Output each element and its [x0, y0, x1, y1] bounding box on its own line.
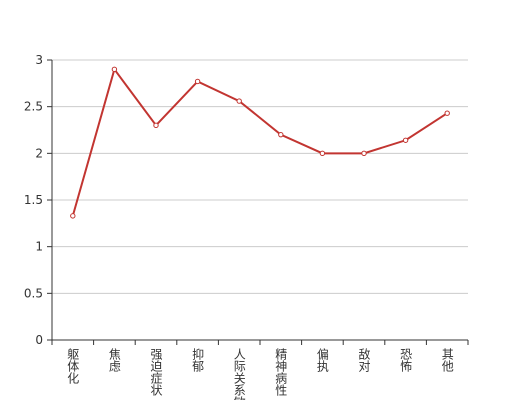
x-tick-label: 恐怖: [399, 348, 413, 372]
x-tick-label: 人际关系敏感: [232, 348, 246, 400]
y-tick-label: 3: [35, 53, 43, 67]
y-tick-label: 2: [35, 146, 43, 160]
y-tick-label: 2.5: [24, 100, 43, 114]
x-tick-label: 精神病性: [274, 348, 288, 397]
x-tick-label: 敌对: [357, 347, 371, 372]
point: [236, 98, 242, 104]
x-tick-label: 抑郁: [191, 347, 205, 373]
point: [278, 131, 284, 138]
x-tick-label: 强迫症状: [149, 348, 163, 396]
point: [361, 150, 367, 157]
y-tick-label: 0.5: [24, 286, 43, 300]
y-tick-label: 1: [35, 240, 43, 254]
x-tick-label: 其他: [440, 348, 454, 372]
point: [444, 110, 450, 116]
y-tick-label: 1.5: [24, 193, 43, 207]
point: [111, 66, 118, 73]
line: [71, 67, 448, 217]
point: [70, 213, 76, 219]
x-tick-label: 焦虑: [107, 348, 121, 372]
point: [194, 78, 201, 85]
x-tick-label: 偏执: [315, 347, 329, 373]
y-tick-label: 0: [35, 333, 43, 347]
point: [153, 122, 159, 129]
point: [402, 137, 409, 143]
x-tick-label: 躯体化: [66, 347, 80, 385]
point: [319, 150, 326, 157]
